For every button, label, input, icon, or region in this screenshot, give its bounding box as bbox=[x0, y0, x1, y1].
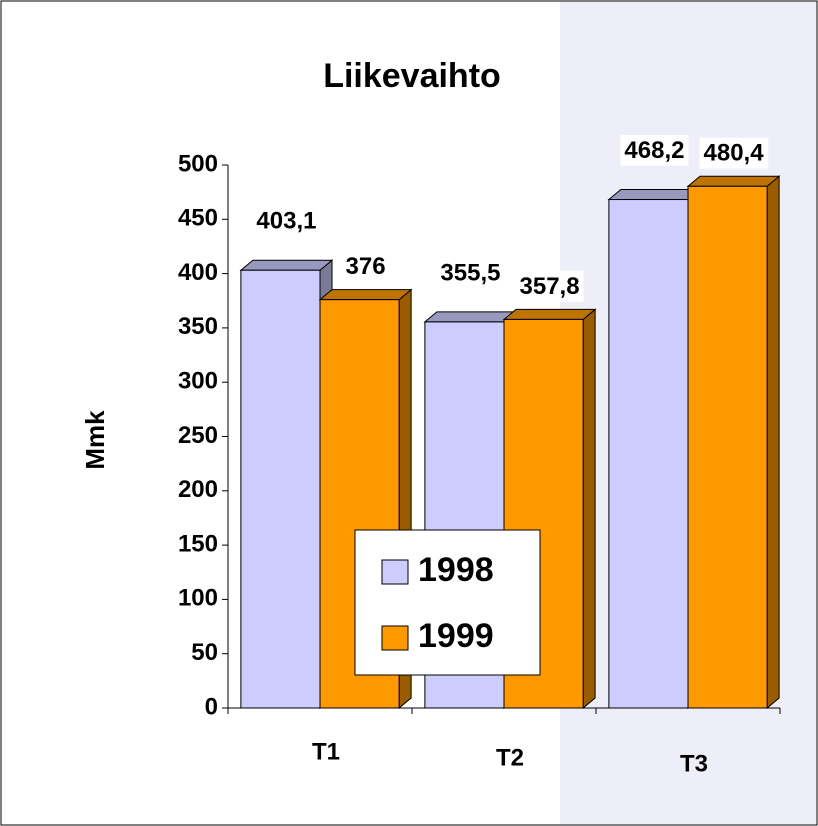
bar-side bbox=[766, 175, 780, 710]
y-tick-label: 500 bbox=[178, 150, 218, 177]
bar bbox=[608, 199, 689, 709]
y-tick-label: 100 bbox=[178, 585, 218, 612]
bar-top bbox=[502, 308, 597, 320]
y-tick-label: 150 bbox=[178, 530, 218, 557]
bar-top bbox=[607, 189, 702, 201]
bar-top bbox=[318, 289, 413, 301]
data-label: 376 bbox=[346, 253, 386, 280]
x-tick-label: T3 bbox=[680, 750, 708, 777]
legend-swatch bbox=[381, 559, 409, 585]
bar-top bbox=[239, 259, 334, 271]
chart-title: Liikevaihto bbox=[323, 57, 501, 95]
y-tick-label: 400 bbox=[178, 259, 218, 286]
data-label: 468,2 bbox=[624, 137, 684, 164]
y-tick-label: 50 bbox=[191, 639, 218, 666]
data-label-bg bbox=[252, 205, 321, 237]
y-tick-label: 300 bbox=[178, 368, 218, 395]
bar bbox=[687, 185, 768, 709]
legend-swatch bbox=[381, 625, 409, 651]
data-label-bg bbox=[699, 137, 769, 169]
legend-box bbox=[354, 529, 541, 676]
y-tick-label: 450 bbox=[178, 205, 218, 232]
y-tick-label: 200 bbox=[178, 476, 218, 503]
legend: 1998 1999 bbox=[354, 529, 541, 676]
bar-top bbox=[423, 311, 518, 323]
legend-label: 1998 bbox=[418, 551, 494, 589]
data-label-bg bbox=[436, 257, 505, 289]
y-tick-label: 350 bbox=[178, 313, 218, 340]
data-label: 355,5 bbox=[440, 259, 500, 286]
data-label-bg bbox=[515, 270, 584, 302]
x-tick-label: T1 bbox=[312, 738, 340, 765]
y-axis-label: Mmk bbox=[80, 410, 110, 470]
data-label: 403,1 bbox=[256, 208, 316, 235]
bar-top bbox=[686, 175, 781, 187]
y-tick-label: 0 bbox=[205, 693, 218, 720]
data-label: 480,4 bbox=[704, 140, 765, 167]
legend-label: 1999 bbox=[418, 617, 494, 655]
bar-side bbox=[582, 308, 596, 710]
data-label-bg bbox=[341, 251, 390, 283]
bar bbox=[240, 269, 321, 709]
data-label-bg bbox=[620, 134, 689, 166]
data-label: 357,8 bbox=[520, 273, 580, 300]
x-tick-label: T2 bbox=[496, 744, 524, 771]
y-tick-label: 250 bbox=[178, 422, 218, 449]
